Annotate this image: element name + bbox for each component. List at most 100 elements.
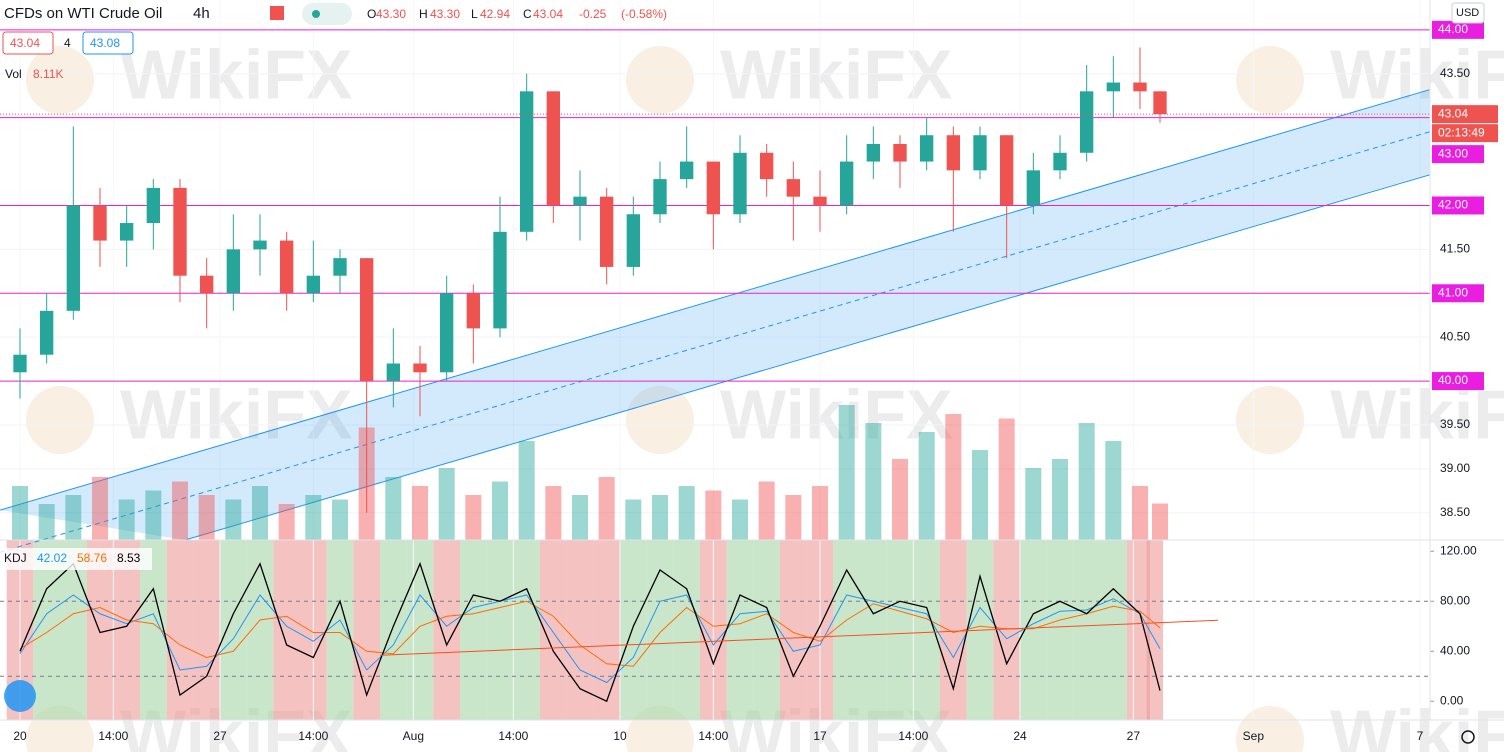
volume-bar [732, 499, 748, 540]
candle-body [360, 258, 374, 382]
change-pct: (-0.58%) [621, 7, 667, 21]
countdown-box [1432, 124, 1498, 143]
candle-body [13, 354, 27, 373]
level-box [1432, 145, 1484, 164]
candle-body [93, 205, 107, 241]
kdj-legend-bg [0, 548, 152, 570]
price-box [1432, 105, 1498, 124]
level-box [1432, 284, 1484, 303]
level-label: 42.00 [1438, 198, 1468, 212]
candle-body [40, 310, 54, 355]
x-tick-label: 20 [13, 729, 27, 743]
indicator-button[interactable] [302, 3, 352, 25]
volume-bar [385, 477, 402, 540]
candle-body [920, 135, 934, 162]
candle-body [1000, 135, 1014, 206]
kdj-shade [620, 540, 647, 720]
x-tick-label: 27 [213, 729, 227, 743]
x-tick-label: 14:00 [498, 729, 528, 743]
candle-body [440, 293, 454, 373]
volume-bar [92, 477, 108, 540]
flag-button[interactable] [270, 6, 284, 20]
kdj-value: 42.02 [37, 551, 67, 565]
level-label: 44.00 [1438, 22, 1468, 36]
volume-bar [572, 495, 588, 540]
x-tick-label: Aug [403, 729, 424, 743]
volume-bar [652, 495, 668, 540]
y-tick-label: 40.00 [1440, 643, 1470, 657]
watermark-logo [626, 386, 694, 454]
y-tick-label: 38.50 [1440, 505, 1470, 519]
volume-bar [678, 486, 695, 540]
ohlc-key: L [471, 7, 478, 21]
volume-bar [1078, 423, 1095, 540]
y-tick-label: 41.50 [1440, 242, 1470, 256]
x-tick-label: 14:00 [898, 729, 928, 743]
volume-bar [1025, 468, 1042, 540]
vol-label: Vol [5, 67, 22, 81]
channel-lower [184, 174, 1431, 541]
candle-body [520, 91, 534, 232]
x-tick-label: 14:00 [98, 729, 128, 743]
x-tick-label: 7 [1417, 729, 1424, 743]
volume-bar [492, 481, 508, 540]
candle-body [760, 152, 774, 180]
kdj-shade [673, 540, 700, 720]
logo-badge[interactable] [4, 680, 36, 712]
channel-upper [0, 89, 1431, 511]
candle-body [893, 144, 907, 162]
watermark-logo [1236, 386, 1304, 454]
currency: USD [1456, 7, 1479, 19]
kdj-shade [566, 540, 594, 720]
candle-body [333, 258, 347, 276]
candle-body [573, 196, 587, 206]
candle-body [733, 152, 747, 215]
candle-body [840, 161, 854, 206]
kdj-value: 8.53 [117, 551, 141, 565]
volume-bar [1132, 486, 1148, 540]
candle-body [253, 240, 267, 250]
y-tick-label: 120.00 [1440, 543, 1477, 557]
volume-bar [438, 468, 455, 540]
watermark: WikiFX [1330, 695, 1504, 752]
candle-body [1106, 82, 1120, 92]
y-tick-label: 40.50 [1440, 329, 1470, 343]
kdj-shade [1046, 540, 1074, 720]
level-label: 41.00 [1438, 285, 1468, 299]
watermark-logo [26, 46, 94, 114]
volume-bar [172, 481, 188, 540]
kdj-line [19, 561, 1161, 703]
volume-bar [332, 499, 348, 540]
candle-body [706, 161, 720, 215]
candle-body [386, 363, 400, 382]
volume-bar [412, 486, 428, 540]
level-box [1432, 20, 1484, 39]
candle-body [466, 293, 480, 329]
watermark-logo [1236, 46, 1304, 114]
candle-body [1153, 91, 1167, 115]
y-tick-label: 43.50 [1440, 66, 1470, 80]
candle-body [546, 91, 560, 206]
volume-bar [198, 495, 215, 540]
watermark: WikiFX [720, 35, 953, 113]
candle-body [1026, 170, 1040, 206]
kdj-title: KDJ [4, 551, 27, 565]
interval: 4h [193, 5, 210, 22]
settings-icon[interactable] [1461, 730, 1475, 744]
volume-bar [1152, 503, 1168, 540]
volume-bar [812, 486, 828, 540]
volume-bar [838, 405, 855, 540]
ask-box[interactable] [82, 31, 134, 55]
volume-bar [518, 441, 535, 540]
level-box [1432, 372, 1484, 391]
kdj-shade [193, 540, 220, 720]
kdj-shade [726, 540, 754, 720]
x-tick-label: 14:00 [298, 729, 328, 743]
volume-bar [118, 499, 135, 540]
volume-bar [12, 486, 28, 540]
kdj-shade [166, 540, 194, 720]
kdj-shade [780, 540, 807, 720]
currency-box[interactable] [1451, 2, 1485, 24]
bid-box[interactable] [2, 31, 54, 55]
